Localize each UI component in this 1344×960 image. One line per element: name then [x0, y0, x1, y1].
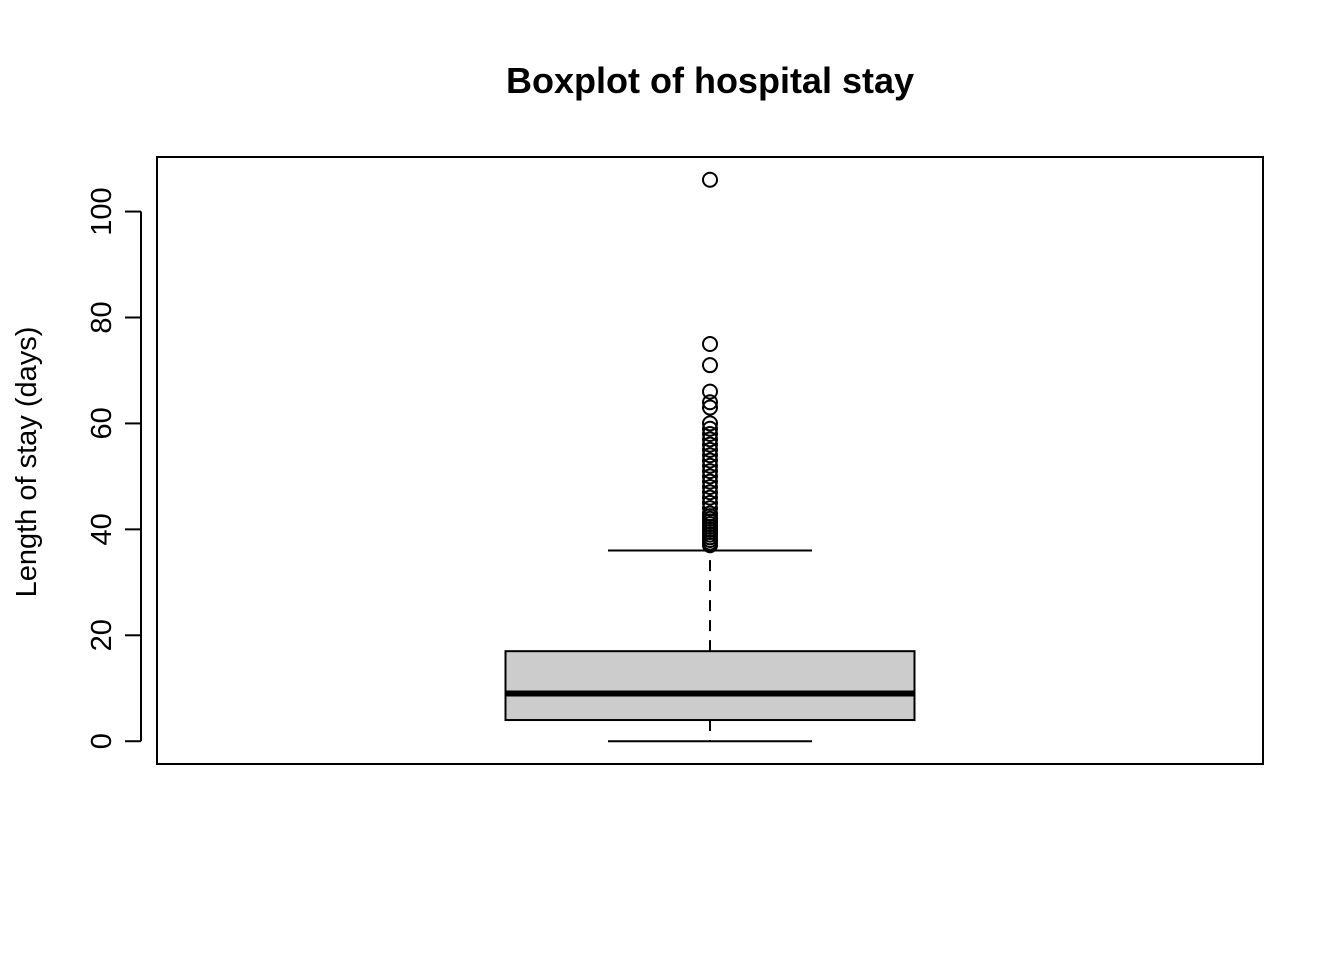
y-axis-label: Length of stay (days)	[11, 327, 43, 598]
outlier-point	[702, 335, 718, 352]
plot-frame	[156, 156, 1264, 765]
outlier-point	[702, 394, 718, 411]
outlier-point	[702, 489, 718, 506]
outlier-point	[702, 452, 718, 469]
y-axis: 0 20 40 60 80 100	[86, 187, 142, 749]
outlier-point	[702, 436, 718, 453]
outlier-point	[702, 473, 718, 490]
y-tick-label: 40	[86, 513, 118, 545]
outlier-point	[702, 494, 718, 511]
outlier-point	[702, 415, 718, 432]
outlier-point	[702, 420, 718, 437]
outliers-group	[702, 171, 718, 554]
outlier-point	[702, 484, 718, 501]
outlier-point	[702, 478, 718, 495]
iqr-box	[504, 650, 916, 722]
outlier-point	[702, 441, 718, 458]
chart-title: Boxplot of hospital stay	[506, 60, 914, 101]
outlier-point	[702, 463, 718, 480]
outlier-point	[702, 431, 718, 448]
outlier-point	[702, 500, 718, 517]
outlier-point	[702, 383, 718, 400]
outlier-point	[702, 468, 718, 485]
y-tick-label: 20	[86, 619, 118, 651]
y-tick-label: 0	[86, 733, 118, 749]
outlier-point	[702, 457, 718, 474]
box-group	[504, 549, 916, 743]
y-tick-label: 100	[86, 187, 118, 235]
outlier-point	[702, 505, 718, 522]
outlier-point	[702, 357, 718, 374]
y-tick-label: 80	[86, 301, 118, 333]
outlier-point	[702, 447, 718, 464]
outlier-point	[702, 171, 718, 188]
outlier-point	[702, 426, 718, 443]
y-tick-label: 60	[86, 407, 118, 439]
outlier-point	[702, 399, 718, 416]
